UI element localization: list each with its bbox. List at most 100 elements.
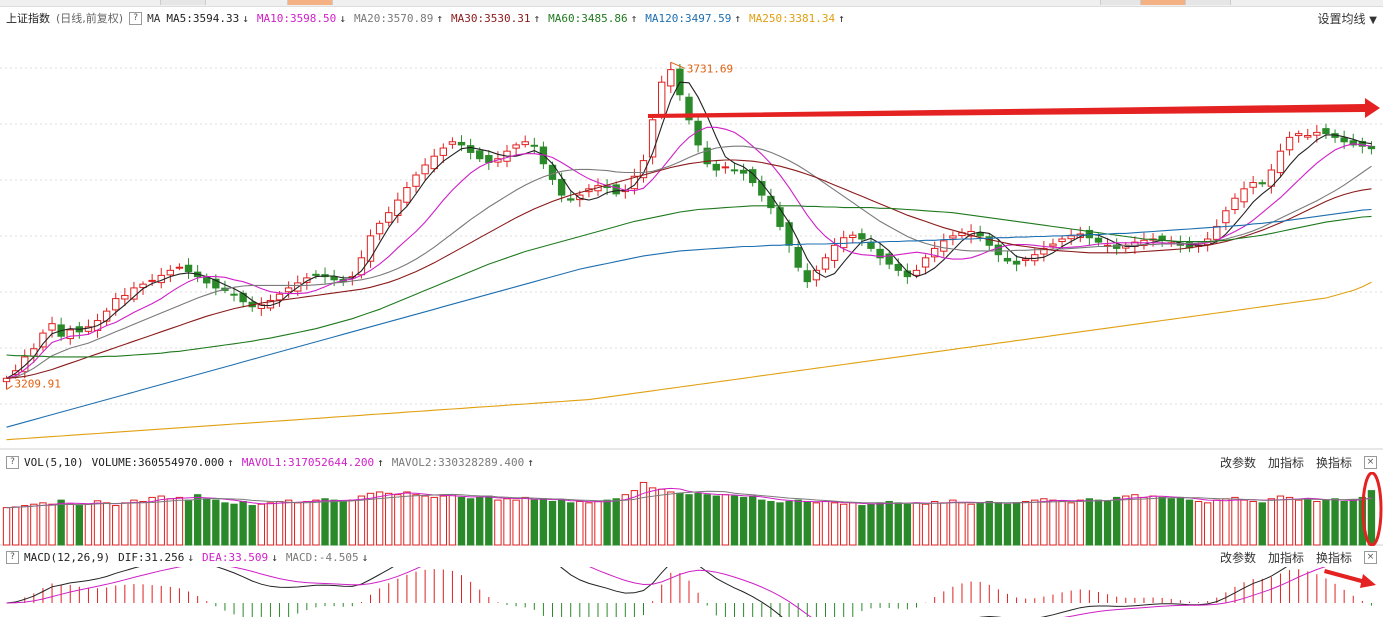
volume-bar xyxy=(66,503,74,546)
candle-body xyxy=(758,181,766,196)
candle-body xyxy=(1003,257,1012,262)
volume-bar xyxy=(1267,498,1276,546)
ma-legend-value: MA60:3485.86 ↑ xyxy=(548,12,637,25)
vol-legend-text: MAVOL2:330328289.400 xyxy=(391,455,525,469)
top-tab[interactable] xyxy=(1185,0,1231,5)
vol-legend-value: VOL(5,10) xyxy=(24,456,84,469)
vol-controls: 改参数 加指标 换指标 × xyxy=(1220,454,1377,471)
volume-bar xyxy=(1112,496,1121,546)
candle-body xyxy=(1313,131,1321,136)
top-tab-active[interactable] xyxy=(1140,0,1186,5)
macd-legend-text: MACD:-4.505 xyxy=(285,550,359,564)
volume-bar xyxy=(294,502,302,546)
candle-body xyxy=(567,198,575,201)
candle-body xyxy=(521,141,529,146)
candle-body xyxy=(812,269,821,281)
volume-bar xyxy=(567,502,575,546)
candle-body xyxy=(685,96,693,121)
volume-bar xyxy=(102,502,111,546)
volume-bar xyxy=(521,496,529,546)
candle-body xyxy=(894,263,902,271)
volume-bar xyxy=(776,502,784,546)
candle-body xyxy=(1049,243,1057,247)
candle-body xyxy=(1322,128,1330,135)
volume-bar xyxy=(1203,502,1212,546)
candle-body xyxy=(1213,225,1221,240)
volume-bar xyxy=(448,494,457,546)
candle-body xyxy=(21,356,29,373)
volume-bar xyxy=(139,500,147,546)
macd-chart[interactable] xyxy=(0,567,1383,617)
candle-body xyxy=(184,264,193,273)
volume-bar xyxy=(312,499,320,546)
ma-label: MA xyxy=(147,11,161,25)
vol-legend-text: VOLUME:360554970.000 xyxy=(91,455,225,469)
volume-bar xyxy=(1149,495,1157,546)
candle-body xyxy=(1249,182,1257,188)
volume-bar xyxy=(849,502,857,546)
volume-chart[interactable] xyxy=(0,472,1383,546)
volume-bar xyxy=(366,492,375,546)
macd-add-indicator-button[interactable]: 加指标 xyxy=(1267,551,1304,565)
volume-bar xyxy=(57,499,65,546)
arrow-down-icon: ↓ xyxy=(187,550,194,564)
candle-body xyxy=(858,233,866,240)
volume-bar xyxy=(1222,498,1230,546)
vol-legend-text: MAVOL1:317052644.200 xyxy=(241,455,375,469)
volume-bar xyxy=(193,494,202,546)
volume-bar xyxy=(239,500,247,546)
volume-bar xyxy=(1240,499,1248,546)
candle-body xyxy=(1285,136,1294,151)
ma-settings-button[interactable]: 设置均线 ▼ xyxy=(1317,12,1377,26)
close-icon[interactable]: × xyxy=(1364,551,1377,564)
volume-bar xyxy=(466,498,475,546)
help-icon[interactable]: ? xyxy=(129,11,143,25)
candle-body xyxy=(639,160,648,179)
candle-body xyxy=(148,279,156,282)
vol-params-button[interactable]: 改参数 xyxy=(1219,456,1256,470)
volume-bar xyxy=(21,505,29,546)
candle-body xyxy=(102,310,111,322)
volume-bar xyxy=(912,502,921,546)
ma-line-ma10 xyxy=(6,126,1372,379)
arrow-shape xyxy=(1324,569,1376,588)
macd-legend-text: DIF:31.256 xyxy=(118,550,185,564)
arrow-shape xyxy=(648,98,1380,118)
candle-body xyxy=(284,287,293,293)
volume-bar xyxy=(339,500,347,546)
volume-bar xyxy=(266,502,275,546)
volume-bar xyxy=(157,495,165,546)
vol-add-indicator-button[interactable]: 加指标 xyxy=(1267,456,1304,470)
candle-body xyxy=(867,242,875,249)
main-legend: 上证指数 (日线,前复权) ? MA MA5:3594.33 ↓ MA10:3598… xyxy=(6,8,1383,28)
candle-body xyxy=(721,166,730,169)
help-icon[interactable]: ? xyxy=(6,550,19,564)
volume-bar xyxy=(585,502,593,546)
volume-bar xyxy=(739,496,748,546)
candle-body xyxy=(730,169,739,172)
macd-params-button[interactable]: 改参数 xyxy=(1219,551,1256,565)
candle-body xyxy=(530,144,538,147)
volume-bar xyxy=(885,500,893,546)
top-tab[interactable] xyxy=(160,0,206,5)
candle-body xyxy=(430,155,438,170)
volume-bar xyxy=(476,496,484,546)
macd-switch-indicator-button[interactable]: 换指标 xyxy=(1315,551,1352,565)
arrow-up-icon: ↑ xyxy=(377,455,384,469)
candle-body xyxy=(212,278,220,289)
close-icon[interactable]: × xyxy=(1364,456,1377,469)
vol-switch-indicator-button[interactable]: 换指标 xyxy=(1315,456,1352,470)
ma-line-ma120 xyxy=(6,208,1372,428)
candle-body xyxy=(457,141,466,146)
volume-bar xyxy=(749,495,757,546)
help-icon[interactable]: ? xyxy=(6,455,19,469)
volume-bar xyxy=(166,498,175,546)
candle-body xyxy=(776,207,784,227)
top-tab-active[interactable] xyxy=(287,0,333,5)
volume-bar xyxy=(248,505,256,546)
candle-body xyxy=(130,287,138,300)
volume-bar xyxy=(530,499,538,546)
volume-bar xyxy=(394,494,402,546)
main-chart[interactable]: 3731.69 3209.91 xyxy=(0,26,1383,450)
high-label: 3731.69 xyxy=(687,62,733,75)
